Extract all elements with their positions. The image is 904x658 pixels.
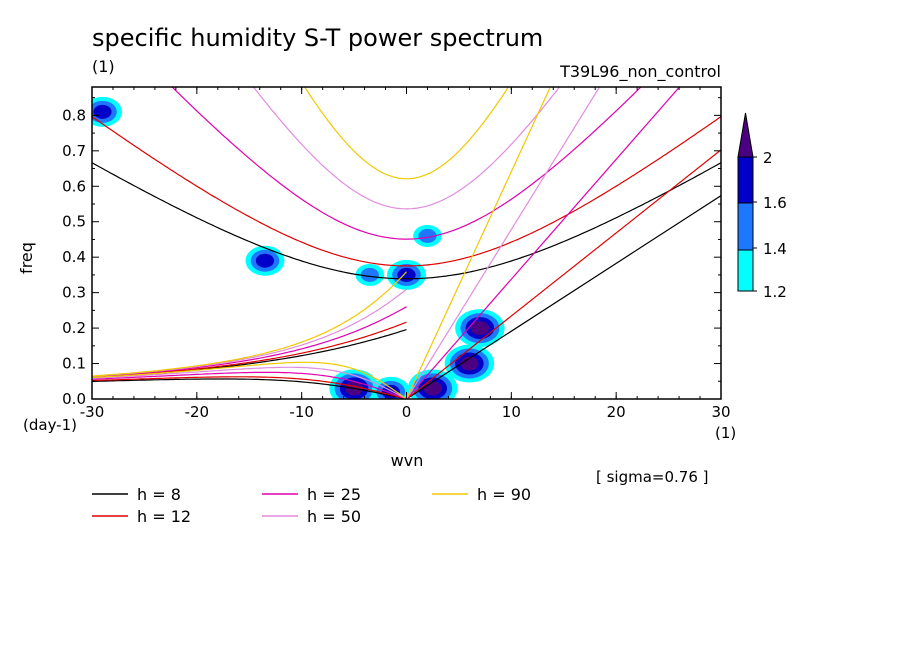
y-tick-label: 0.4 (62, 248, 86, 266)
y-tick-label: 0.2 (62, 319, 86, 337)
chart-subtitle-right: T39L96_non_control (559, 62, 721, 82)
legend-label: h = 90 (477, 485, 531, 504)
spectral-peak (360, 267, 379, 282)
y-tick-label: 0.0 (62, 390, 86, 408)
spectral-peak (460, 356, 479, 371)
dispersion-curve-mixed-rossby-gravity (92, 271, 407, 377)
colorbar-label: 2 (763, 149, 773, 167)
legend-label: h = 50 (307, 507, 361, 526)
x-tick-label: 20 (607, 403, 626, 421)
plot-frame (91, 86, 722, 400)
dispersion-curve-kelvin (405, 87, 601, 399)
x-unit-label: (1) (715, 424, 736, 442)
legend: h = 8 h = 12 h = 25 h = 50 h = 90 (92, 485, 531, 526)
spectral-peak (93, 104, 112, 119)
x-tick-label: -30 (80, 403, 105, 421)
x-tick-label: 0 (402, 403, 412, 421)
legend-label: h = 12 (137, 507, 191, 526)
y-tick-label: 0.5 (62, 213, 86, 231)
dispersion-curves (92, 87, 721, 399)
x-axis-label: wvn (391, 451, 424, 470)
dispersion-curve-kelvin (406, 87, 681, 399)
colorbar-label: 1.6 (763, 194, 787, 212)
spectral-peak (397, 267, 416, 282)
spectral-peak (255, 253, 275, 268)
dispersion-curve-kelvin (405, 87, 552, 399)
dispersion-curve-inertia-gravity (303, 87, 510, 180)
axis-ticks: -30 -20 -10 0 10 20 30 0.0 0.1 0.2 0.3 0.4 0.5 0.6 0.7… (62, 87, 731, 421)
legend-label: h = 25 (307, 485, 361, 504)
dispersion-curve-rossby (92, 371, 407, 399)
dispersion-curve-inertia-gravity (92, 162, 721, 280)
dispersion-curve-kelvin (406, 195, 721, 399)
chart-subtitle-left: (1) (92, 57, 115, 76)
sigma-annotation: [ sigma=0.76 ] (596, 468, 709, 486)
colorbar-segment (737, 156, 754, 204)
dispersion-curve-kelvin (406, 149, 721, 399)
colorbar-label: 1.4 (763, 240, 787, 258)
y-tick-label: 0.6 (62, 177, 86, 195)
x-tick-label: -10 (289, 403, 314, 421)
dispersion-curve-rossby (92, 376, 407, 399)
y-tick-label: 0.1 (62, 355, 86, 373)
x-tick-label: 30 (711, 403, 730, 421)
chart-title: specific humidity S-T power spectrum (92, 24, 543, 52)
y-tick-label: 0.7 (62, 142, 86, 160)
dispersion-curve-inertia-gravity (171, 87, 642, 240)
colorbar-label: 1.2 (763, 283, 787, 301)
colorbar: 1.2 1.4 1.6 2 (737, 112, 787, 301)
y-axis-label: freq (17, 242, 36, 274)
legend-label: h = 8 (137, 485, 181, 504)
dispersion-curve-rossby (92, 378, 407, 399)
colorbar-segment (737, 202, 754, 251)
spectral-peak (470, 321, 489, 336)
dispersion-curve-rossby (92, 361, 407, 399)
x-tick-label: -20 (185, 403, 210, 421)
y-tick-label: 0.3 (62, 284, 86, 302)
dispersion-curve-inertia-gravity (252, 87, 561, 210)
y-tick-label: 0.8 (62, 106, 86, 124)
colorbar-arrow (737, 112, 754, 158)
y-unit-label: (day-1) (23, 416, 77, 434)
x-tick-label: 10 (502, 403, 521, 421)
dispersion-curve-rossby (92, 366, 407, 399)
dispersion-curve-mixed-rossby-gravity (92, 306, 407, 378)
dispersion-curve-inertia-gravity (92, 116, 721, 267)
spectral-peak (418, 228, 437, 243)
colorbar-segment (737, 249, 754, 292)
spectral-peaks (92, 96, 505, 399)
